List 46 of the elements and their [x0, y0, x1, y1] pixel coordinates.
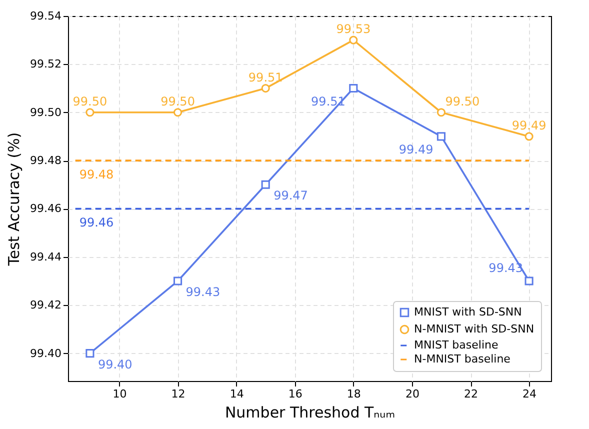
point: [86, 108, 94, 117]
data-label: 99.50: [72, 94, 108, 108]
y-tick-label: 99.42: [30, 298, 62, 312]
point: [524, 276, 534, 286]
point: [86, 349, 94, 358]
point: [261, 84, 270, 93]
point: [261, 180, 270, 189]
x-axis-title: Number Threshod Tₙᵤₘ: [224, 404, 396, 422]
data-label: 99.48: [79, 168, 114, 182]
y-axis-title: Test Accuracy (%): [5, 132, 24, 267]
point: [349, 36, 358, 44]
x-tick-label: 16: [288, 388, 302, 400]
y-tick-label: 99.48: [30, 154, 62, 168]
point: [436, 132, 446, 141]
x-tick-label: 22: [464, 388, 478, 400]
data-label: 99.47: [274, 188, 308, 203]
data-label: 99.46: [79, 216, 114, 230]
data-label: 99.49: [512, 118, 546, 132]
x-tick-label: 24: [522, 388, 537, 400]
point: [524, 132, 534, 141]
x-tick-label: 12: [171, 388, 186, 400]
y-tick-label: 99.40: [30, 346, 62, 360]
point: [173, 276, 182, 286]
x-tick-label: 18: [346, 388, 361, 400]
legend-label: N-MNIST with SD-SNN: [414, 322, 534, 336]
y-tick-label: 99.46: [30, 202, 62, 216]
data-label: 99.49: [398, 142, 434, 156]
point: [173, 108, 182, 117]
y-tick-label: 99.52: [30, 58, 62, 71]
point: [436, 108, 446, 117]
y-tick-label: 99.50: [30, 106, 62, 119]
legend-label: MNIST with SD-SNN: [414, 306, 522, 318]
data-label: 99.53: [336, 22, 371, 36]
legend-label: N-MNIST baseline: [414, 352, 511, 366]
data-label: 99.40: [98, 357, 132, 372]
data-label: 99.51: [248, 70, 283, 84]
x-tick-label: 10: [112, 388, 127, 400]
point: [349, 84, 358, 93]
x-tick-label: 14: [230, 388, 244, 400]
data-label: 99.50: [445, 94, 480, 108]
data-label: 99.50: [160, 94, 195, 108]
y-tick-label: 99.44: [30, 250, 62, 264]
legend-label: MNIST baseline: [414, 338, 498, 352]
y-tick-label: 99.54: [30, 10, 62, 22]
data-label: 99.43: [186, 285, 220, 300]
x-tick-label: 20: [405, 388, 420, 400]
